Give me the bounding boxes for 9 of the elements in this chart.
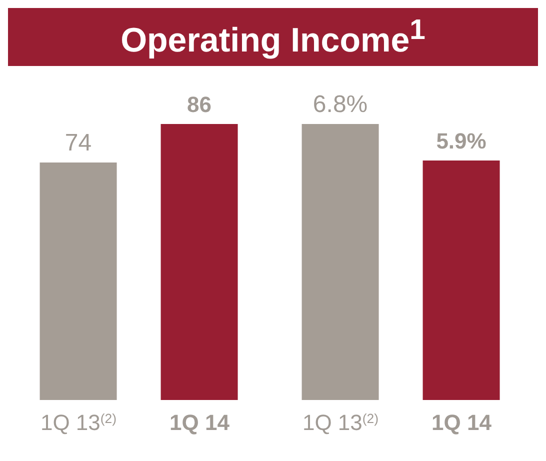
- data-label: 6.8%: [312, 91, 368, 118]
- x-tick-label: 1Q 14: [432, 410, 492, 436]
- x-tick-label: 1Q 14: [170, 410, 230, 436]
- chart-title: Operating Income$^{1}$: [8, 8, 538, 66]
- data-label: 74: [64, 130, 92, 157]
- x-tick-label: 1Q 13$^{(2)}$: [40, 410, 117, 436]
- x-tick-label: 1Q 13$^{(2)}$: [302, 410, 379, 436]
- data-label: 86: [187, 92, 212, 118]
- data-label: 5.9%: [436, 128, 486, 154]
